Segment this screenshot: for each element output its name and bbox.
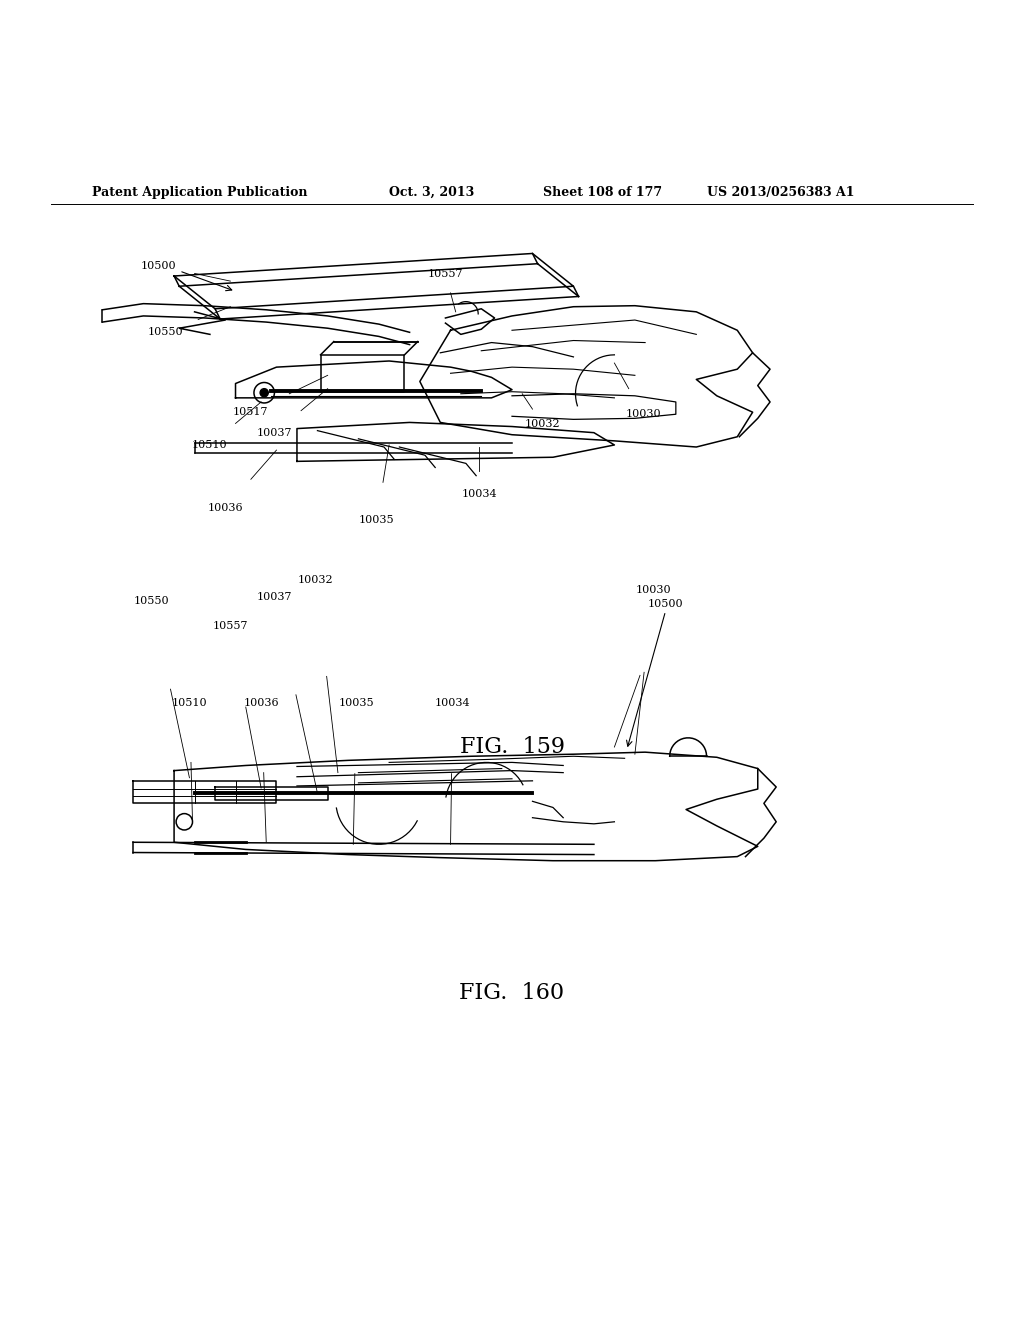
Text: 10037: 10037 [257,591,292,602]
Text: 10036: 10036 [244,698,279,708]
Text: 10517: 10517 [233,407,268,417]
Text: 10037: 10037 [257,428,292,438]
Text: FIG.  160: FIG. 160 [460,982,564,1003]
Text: 10032: 10032 [298,576,333,585]
Text: US 2013/0256383 A1: US 2013/0256383 A1 [707,186,854,198]
Text: 10036: 10036 [208,503,243,513]
Text: 10032: 10032 [525,420,560,429]
Text: 10035: 10035 [359,515,394,525]
Text: 10030: 10030 [636,585,671,595]
Text: 10550: 10550 [134,595,169,606]
Text: 10500: 10500 [648,599,683,609]
Text: 10500: 10500 [141,261,176,271]
Text: 10557: 10557 [213,622,248,631]
Text: 10035: 10035 [339,698,374,708]
Text: 10034: 10034 [462,490,497,499]
Circle shape [260,388,268,397]
Text: 10034: 10034 [435,698,470,708]
Text: 10557: 10557 [428,269,463,279]
Text: 10510: 10510 [172,698,207,708]
Text: 10510: 10510 [193,440,227,450]
Text: 10030: 10030 [626,409,660,420]
Text: Sheet 108 of 177: Sheet 108 of 177 [543,186,662,198]
Text: Patent Application Publication: Patent Application Publication [92,186,307,198]
Text: FIG.  159: FIG. 159 [460,737,564,758]
Text: Oct. 3, 2013: Oct. 3, 2013 [389,186,474,198]
Text: 10550: 10550 [148,327,183,338]
